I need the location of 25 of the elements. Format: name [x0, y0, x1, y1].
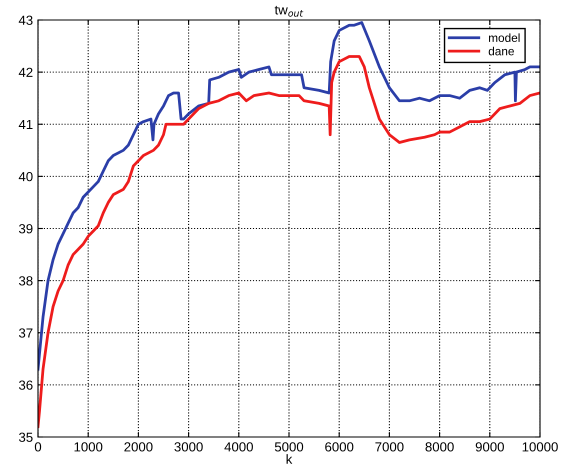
x-tick-label: 8000	[426, 442, 454, 452]
line-series	[38, 55, 540, 428]
y-tick-label: 37	[18, 328, 32, 338]
y-tick-label: 38	[18, 276, 33, 286]
x-tick-label: 5000	[274, 442, 304, 452]
y-tick-label: 43	[18, 16, 33, 25]
x-tick-label: 1000	[74, 442, 102, 452]
y-tick-label: 36	[18, 380, 33, 390]
x-tick-label: 0	[34, 442, 42, 452]
x-tick-label: 3000	[174, 442, 203, 452]
y-tick-label: 42	[18, 68, 32, 77]
chart-title: tw$_{out}$	[274, 6, 304, 17]
x-tick-label: 10000	[522, 442, 558, 452]
y-tick-label: 39	[18, 224, 33, 234]
y-tick-label: 41	[18, 120, 32, 130]
y-tick-label: 35	[18, 432, 33, 442]
x-tick-label: 7000	[375, 442, 404, 452]
y-tick-label: 40	[18, 172, 33, 182]
x-axis-title: k	[286, 454, 292, 464]
legend-label: dane	[488, 46, 514, 56]
x-tick-label: 9000	[476, 442, 504, 452]
x-tick-label: 6000	[325, 442, 354, 452]
x-tick-label: 4000	[224, 442, 253, 452]
x-tick-label: 2000	[124, 442, 153, 452]
legend-label: model	[489, 33, 520, 42]
